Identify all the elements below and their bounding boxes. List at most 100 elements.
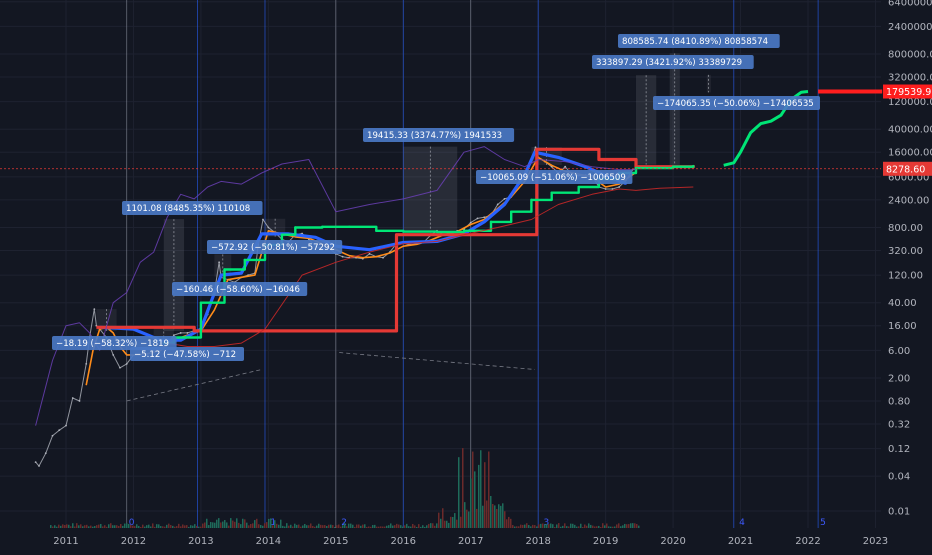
volume-bar [440, 518, 442, 528]
volume-bar [536, 526, 538, 528]
volume-bar [416, 526, 418, 528]
series-point-price [618, 186, 621, 188]
volume-bar [70, 526, 72, 528]
volume-bar [576, 526, 578, 528]
volume-bar [196, 525, 198, 528]
volume-bar [56, 526, 58, 528]
volume-bar [474, 471, 476, 528]
cycle-marker-5: 5 [820, 518, 826, 528]
volume-bar [96, 525, 98, 528]
volume-bar [370, 526, 372, 528]
volume-bar [334, 526, 336, 528]
volume-bar [392, 525, 394, 528]
series-point-price [71, 397, 74, 399]
measure-labels: 1101.08 (8485.35%) 110108 −18.19 (−58.32%… [52, 34, 820, 361]
volume-bar [508, 516, 510, 528]
series-point-price [341, 255, 344, 258]
volume-bar [100, 523, 102, 528]
volume-bar [558, 523, 560, 528]
volume-bar [532, 524, 534, 528]
volume-bar [138, 525, 140, 528]
series-point-price [173, 334, 175, 337]
volume-bar [68, 524, 70, 528]
volume-bar [210, 522, 212, 528]
volume-bar [582, 526, 584, 528]
series-point-bull-signal [223, 268, 226, 271]
price-tags: 179539.98 8278.60 [883, 84, 932, 176]
volume-bar [80, 524, 82, 528]
volume-bar [620, 526, 622, 528]
target-price-tag: 179539.98 [886, 87, 932, 98]
volume-bar [574, 524, 576, 528]
volume-bar [312, 526, 314, 528]
volume-bar [480, 450, 482, 528]
volume-bar [326, 526, 328, 528]
y-tick-label-2: 800000.00 [888, 49, 932, 60]
volume-bar [266, 522, 268, 528]
volume-bar [358, 524, 360, 528]
measure-box-9 [706, 74, 711, 93]
x-tick-label-6: 2017 [458, 536, 483, 547]
volume-bar [74, 526, 76, 528]
volume-bar [520, 524, 522, 528]
volume-bar [408, 526, 410, 528]
series-point-price [85, 362, 88, 365]
volume-bar [534, 525, 536, 528]
volume-bar [270, 518, 272, 528]
measure-label-1: −18.19 (−58.32%) −1819 [56, 339, 169, 349]
series-point-trend-bands [402, 241, 405, 244]
y-tick-label-19: 0.04 [888, 472, 910, 483]
volume-bar [290, 524, 292, 528]
y-tick-label-7: 6000.00 [888, 172, 929, 183]
volume-bar [502, 503, 504, 528]
projection-dashes [126, 352, 535, 402]
volume-bar [346, 526, 348, 528]
volume-bar [188, 526, 190, 528]
measure-label-bg-6 [476, 170, 633, 184]
volume-bar [550, 523, 552, 528]
volume-bar [544, 524, 546, 528]
y-tick-label-1: 2400000.00 [888, 22, 932, 33]
measure-label-2: −5.12 (−47.58%) −712 [134, 350, 236, 360]
volume-bar [308, 525, 310, 528]
y-tick-label-20: 0.01 [888, 507, 910, 518]
measure-label-bg-8 [618, 34, 780, 48]
y-axis[interactable]: 6400000.00 2400000.00 800000.00 320000.00 12… [888, 0, 932, 518]
volume-bar [124, 523, 126, 528]
volume-bar [584, 524, 586, 528]
volume-bar [388, 525, 390, 528]
volume-bar [244, 519, 246, 528]
volume-bar [146, 525, 148, 528]
volume-bar [450, 516, 452, 528]
volume-bar [554, 526, 556, 528]
series-point-trend-bands [584, 165, 587, 168]
series-point-price [38, 465, 40, 467]
volume-bar [62, 524, 64, 528]
volume-bar [182, 524, 184, 528]
volume-bar [602, 523, 604, 528]
series-point-bull-signal [671, 165, 675, 168]
volume-bar [580, 523, 582, 528]
series-point-trend-bands [240, 271, 243, 275]
volume-bar [324, 525, 326, 528]
x-axis[interactable]: 2011 2012 2013 2014 2015 2016 2017 2018 2019 2020… [53, 536, 888, 547]
volume-bar [336, 525, 338, 528]
volume-bar [634, 523, 636, 528]
volume-bar [500, 505, 502, 528]
volume-bar [518, 526, 520, 528]
volume-bar [630, 523, 632, 528]
volume-bar [122, 525, 124, 528]
series-point-trend-bands [483, 220, 486, 224]
volume-bar [410, 526, 412, 528]
volume-bar [418, 524, 420, 528]
volume-bar [528, 524, 530, 528]
series-point-price [179, 332, 182, 334]
series-point-price [382, 256, 384, 259]
volume-bar [170, 525, 172, 528]
volume-bar [294, 523, 296, 528]
y-tick-label-12: 40.00 [888, 298, 917, 309]
volume-bar [560, 526, 562, 528]
series-point-price [483, 216, 486, 219]
